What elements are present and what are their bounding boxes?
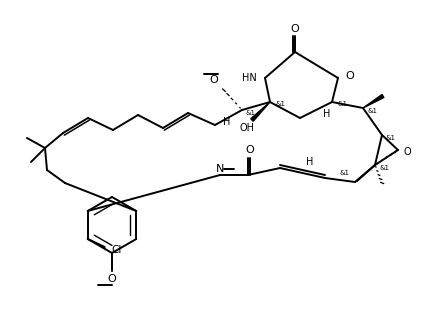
Text: O: O xyxy=(108,274,116,284)
Text: O: O xyxy=(290,24,299,34)
Text: &1: &1 xyxy=(367,108,377,114)
Text: &1: &1 xyxy=(379,165,389,171)
Text: &1: &1 xyxy=(340,170,350,176)
Text: O: O xyxy=(345,71,354,81)
Text: &1: &1 xyxy=(386,135,396,141)
Text: HN: HN xyxy=(242,73,257,83)
Text: &1: &1 xyxy=(337,101,347,107)
Text: O: O xyxy=(403,147,411,157)
Text: H: H xyxy=(323,109,331,119)
Text: Cl: Cl xyxy=(112,245,122,255)
Text: &1: &1 xyxy=(246,110,256,116)
Text: N: N xyxy=(216,164,224,174)
Text: H: H xyxy=(224,117,231,127)
Polygon shape xyxy=(251,102,270,121)
Text: &1: &1 xyxy=(275,101,285,107)
Text: O: O xyxy=(210,75,218,85)
Text: OH: OH xyxy=(239,123,254,133)
Text: O: O xyxy=(246,145,254,155)
Text: H: H xyxy=(306,157,314,167)
Polygon shape xyxy=(363,95,384,108)
